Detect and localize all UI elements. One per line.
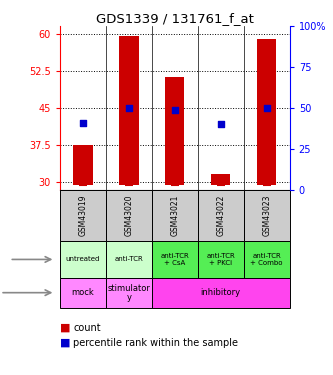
Bar — [244, 241, 290, 278]
Text: GSM43023: GSM43023 — [262, 195, 271, 236]
Text: anti-TCR
+ PKCi: anti-TCR + PKCi — [206, 253, 235, 266]
Point — [126, 105, 132, 111]
Bar — [119, 36, 139, 185]
Text: percentile rank within the sample: percentile rank within the sample — [73, 338, 238, 348]
Bar — [73, 145, 93, 185]
Bar — [60, 278, 106, 308]
Text: anti-TCR
+ Combo: anti-TCR + Combo — [250, 253, 283, 266]
Text: ■: ■ — [60, 323, 71, 333]
Bar — [60, 241, 106, 278]
Text: inhibitory: inhibitory — [201, 288, 241, 297]
Point — [80, 120, 86, 126]
Text: GSM43022: GSM43022 — [216, 195, 225, 236]
Text: anti-TCR: anti-TCR — [115, 256, 143, 262]
Text: stimulator
y: stimulator y — [108, 284, 150, 302]
Bar — [106, 241, 152, 278]
Text: ■: ■ — [60, 338, 71, 348]
Text: GSM43020: GSM43020 — [124, 195, 134, 236]
Point — [218, 121, 223, 127]
Bar — [106, 190, 152, 241]
Bar — [244, 190, 290, 241]
Text: mock: mock — [72, 288, 94, 297]
Bar — [106, 278, 152, 308]
Bar — [211, 174, 230, 185]
Text: GSM43019: GSM43019 — [78, 195, 88, 236]
Bar — [198, 241, 244, 278]
Bar — [165, 77, 184, 185]
Text: GSM43021: GSM43021 — [170, 195, 179, 236]
Title: GDS1339 / 131761_f_at: GDS1339 / 131761_f_at — [96, 12, 254, 25]
Bar — [152, 241, 198, 278]
Bar — [152, 190, 198, 241]
Text: count: count — [73, 323, 101, 333]
Text: anti-TCR
+ CsA: anti-TCR + CsA — [161, 253, 189, 266]
Bar — [257, 39, 276, 185]
Bar — [60, 190, 106, 241]
Bar — [152, 278, 290, 308]
Text: untreated: untreated — [66, 256, 100, 262]
Point — [172, 106, 177, 112]
Point — [264, 105, 269, 111]
Bar — [198, 190, 244, 241]
